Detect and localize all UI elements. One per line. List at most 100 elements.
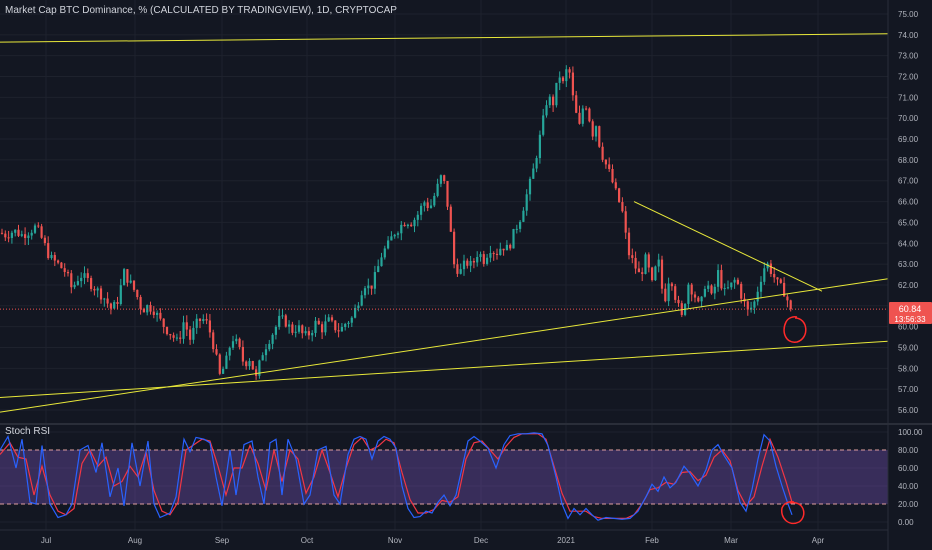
- candle-body: [255, 369, 258, 376]
- candle-body: [535, 158, 538, 169]
- candle-body: [288, 324, 291, 327]
- time-tick-label: Dec: [474, 536, 488, 545]
- candle-body: [17, 229, 20, 236]
- candle-body: [687, 284, 690, 304]
- candle-body: [344, 323, 347, 327]
- bar-countdown: 13:56:33: [894, 315, 926, 324]
- candle-body: [753, 301, 756, 308]
- candle-body: [396, 233, 400, 235]
- candle-body: [416, 214, 419, 220]
- candle-body: [284, 315, 287, 327]
- price-tick-label: 59.00: [898, 343, 919, 352]
- candle-body: [789, 300, 792, 310]
- candle-body: [634, 257, 637, 269]
- candle-body: [552, 96, 555, 106]
- candle-body: [99, 288, 103, 300]
- candle-body: [657, 259, 660, 267]
- candle-body: [429, 205, 433, 208]
- candle-body: [750, 307, 753, 310]
- trendline[interactable]: [0, 340, 889, 398]
- candle-body: [624, 211, 627, 233]
- candle-body: [162, 318, 165, 327]
- price-tick-label: 71.00: [898, 93, 919, 102]
- candle-body: [0, 232, 4, 234]
- candle-body: [139, 297, 142, 309]
- candle-body: [367, 285, 370, 289]
- price-tick-label: 65.00: [898, 218, 919, 227]
- candle-body: [736, 279, 739, 284]
- candle-body: [47, 243, 50, 259]
- candle-body: [304, 331, 307, 334]
- candle-body: [433, 195, 436, 206]
- candle-body: [53, 255, 56, 261]
- time-axis[interactable]: Jul Aug Sep Oct Nov Dec 2021 Feb Mar Apr: [41, 536, 825, 545]
- candle-body: [565, 69, 568, 82]
- rsi-axis[interactable]: 100.00 80.00 60.00 40.00 20.00 0.00: [898, 428, 923, 527]
- candle-body: [644, 254, 647, 274]
- candle-body: [519, 221, 522, 229]
- candle-body: [783, 282, 786, 297]
- candle-body: [245, 361, 248, 367]
- candle-body: [406, 224, 409, 227]
- candle-body: [614, 182, 617, 189]
- candle-body: [103, 298, 106, 300]
- rsi-tick-label: 40.00: [898, 482, 919, 491]
- trendline[interactable]: [633, 201, 823, 292]
- last-price-label: 60.84 13:56:33: [889, 302, 932, 324]
- candle-body: [165, 326, 169, 335]
- candle-body: [723, 288, 726, 290]
- price-tick-label: 62.00: [898, 281, 919, 290]
- candle-body: [169, 334, 172, 336]
- candle-body: [690, 284, 693, 295]
- candle-body: [192, 327, 195, 340]
- candle-body: [330, 317, 334, 321]
- candle-body: [439, 175, 442, 184]
- candle-body: [769, 263, 772, 274]
- time-tick-label: Oct: [301, 536, 314, 545]
- candle-body: [73, 284, 76, 288]
- stoch-rsi-lines: [0, 432, 793, 521]
- candle-body: [525, 194, 528, 211]
- price-tick-label: 58.00: [898, 364, 919, 373]
- time-tick-label: Jul: [41, 536, 51, 545]
- price-tick-label: 68.00: [898, 156, 919, 165]
- price-tick-label: 69.00: [898, 135, 919, 144]
- candle-body: [228, 347, 231, 356]
- candle-body: [113, 302, 116, 309]
- candle-body: [76, 281, 79, 285]
- candle-body: [495, 253, 499, 256]
- candle-body: [321, 324, 324, 333]
- candle-body: [347, 322, 350, 324]
- candle-body: [446, 180, 449, 207]
- candle-body: [377, 266, 380, 273]
- candle-body: [717, 270, 720, 287]
- candle-body: [119, 285, 122, 305]
- trendline[interactable]: [0, 33, 889, 43]
- time-tick-label: Aug: [128, 536, 142, 545]
- candle-body: [175, 337, 178, 339]
- candle-body: [314, 320, 317, 333]
- candle-body: [43, 237, 46, 244]
- time-tick-label: Sep: [215, 536, 230, 545]
- candle-body: [756, 291, 759, 302]
- candle-body: [456, 264, 459, 274]
- candle-body: [618, 188, 621, 203]
- candle-body: [370, 285, 373, 289]
- candle-body: [532, 168, 535, 179]
- candle-body: [238, 338, 241, 347]
- rsi-tick-label: 0.00: [898, 518, 914, 527]
- candle-body: [627, 232, 631, 256]
- candle-body: [703, 288, 706, 297]
- candle-body: [387, 240, 390, 249]
- candle-body: [297, 325, 301, 332]
- price-axis[interactable]: 75.00 74.00 73.00 72.00 71.00 70.00 69.00 68.00…: [898, 10, 919, 415]
- candle-body: [713, 286, 716, 294]
- candle-body: [334, 320, 337, 331]
- candle-body: [462, 260, 466, 270]
- rsi-tick-label: 100.00: [898, 428, 923, 437]
- candle-body: [730, 282, 733, 288]
- candle-body: [773, 273, 776, 278]
- candle-body: [268, 343, 271, 350]
- trendline[interactable]: [0, 278, 889, 413]
